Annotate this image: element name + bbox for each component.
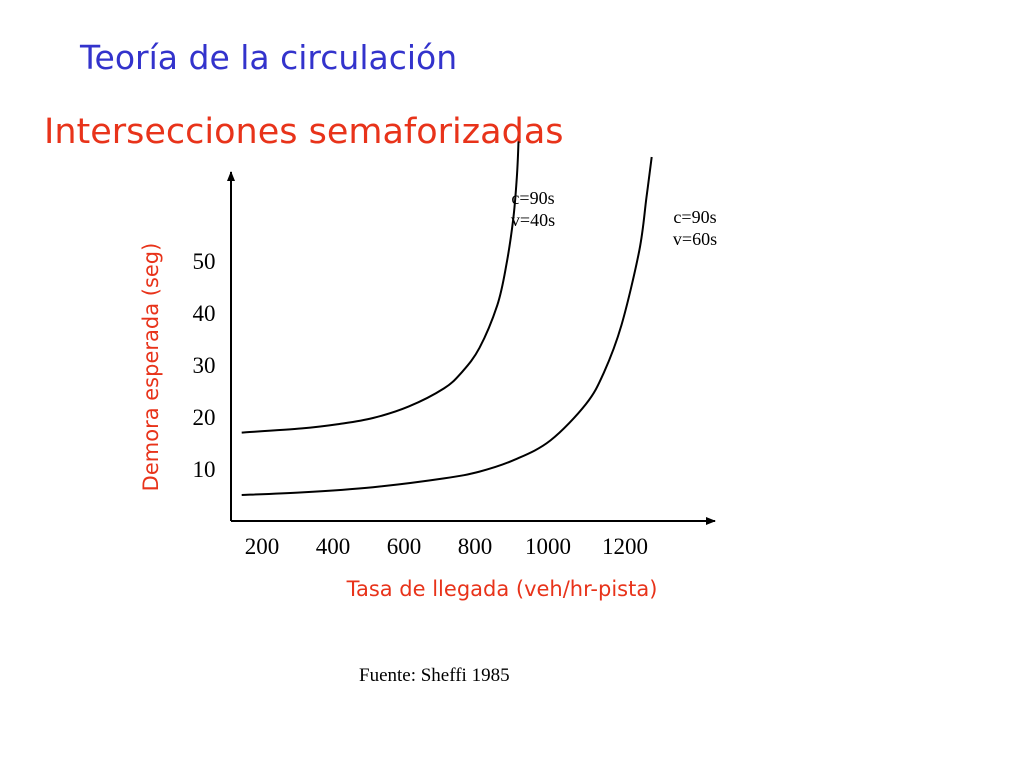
x-tick-label: 1000	[525, 534, 571, 559]
y-tick-label: 10	[193, 457, 216, 482]
curves-group	[241, 141, 653, 496]
series-annotation: c=90s	[511, 188, 554, 208]
x-tick-label: 800	[458, 534, 493, 559]
x-tick-label: 200	[245, 534, 280, 559]
series-line-1	[241, 141, 520, 434]
y-tick-labels: 10 20 30 40 50	[193, 249, 216, 482]
x-tick-label: 400	[316, 534, 351, 559]
y-tick-label: 40	[193, 301, 216, 326]
y-tick-label: 20	[193, 405, 216, 430]
y-tick-label: 50	[193, 249, 216, 274]
page-subtitle: Intersecciones semaforizadas	[44, 112, 564, 152]
x-axis-label: Tasa de llegada (veh/hr-pista)	[346, 577, 658, 601]
series-annotation: v=60s	[673, 229, 717, 249]
y-axis-label: Demora esperada (seg)	[139, 243, 163, 492]
y-tick-label: 30	[193, 353, 216, 378]
series-annotation: c=90s	[673, 207, 716, 227]
x-tick-labels: 200 400 600 800 1000 1200	[245, 534, 648, 559]
source-note: Fuente: Sheffi 1985	[359, 665, 510, 686]
x-tick-label: 1200	[602, 534, 648, 559]
series-annotation: v=40s	[511, 210, 555, 230]
x-tick-label: 600	[387, 534, 422, 559]
series-line-2	[241, 156, 653, 496]
page-title: Teoría de la circulación	[80, 38, 458, 77]
